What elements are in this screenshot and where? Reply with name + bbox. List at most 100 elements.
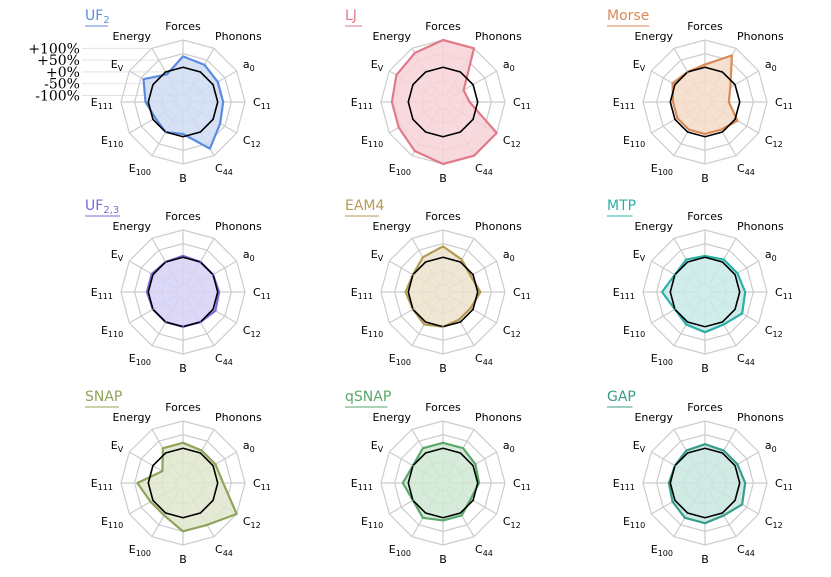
axis-label: Forces	[165, 20, 201, 33]
axis-label: B	[439, 362, 447, 375]
axis-label-main: C	[475, 352, 483, 365]
axis-label: Phonons	[215, 30, 262, 43]
axis-label-main: Energy	[112, 411, 151, 424]
axis-label-main: C	[243, 134, 251, 147]
axis-label-main: E	[651, 543, 658, 556]
data-point	[164, 131, 167, 133]
data-point	[203, 64, 206, 66]
data-point	[731, 54, 733, 57]
panel-title-main: Morse	[607, 8, 649, 24]
axis-label-main: B	[701, 553, 709, 566]
data-point	[412, 464, 414, 467]
axis-label: B	[179, 553, 187, 566]
data-point	[704, 443, 706, 445]
axis-label-sub: 111	[98, 483, 113, 492]
axis-label: C44	[475, 162, 493, 177]
axis-label: E110	[623, 515, 645, 530]
axis-label: Phonons	[215, 411, 262, 424]
radar-panel-morse: ForcesPhononsa0C11C12C44BE100E110E111EVE…	[607, 8, 793, 185]
axis-label-sub: 11	[261, 292, 271, 301]
axis-label: C11	[513, 286, 531, 301]
axis-label-main: E	[129, 162, 136, 175]
axis-label: Energy	[112, 220, 151, 233]
axis-label: Forces	[425, 20, 461, 33]
panel-title-main: UF	[85, 8, 103, 24]
axis-label-main: C	[243, 515, 251, 528]
axis-label-main: Phonons	[475, 411, 522, 424]
radar-panel-eam4: ForcesPhononsa0C11C12C44BE100E110E111EVE…	[345, 198, 531, 375]
axis-label: E110	[361, 134, 383, 149]
panel-title: qSNAP	[345, 389, 391, 405]
axis-label: a0	[503, 248, 515, 263]
axis-label: C12	[765, 324, 783, 339]
data-point	[469, 307, 472, 309]
axis-label: E111	[613, 286, 635, 301]
axis-label-main: Forces	[425, 401, 461, 414]
axis-label-main: Forces	[165, 210, 201, 223]
axis-label-sub: 110	[630, 330, 645, 339]
axis-label-main: E	[101, 324, 108, 337]
axis-label: Phonons	[475, 30, 522, 43]
axis-label: a0	[765, 248, 777, 263]
axis-label-main: Phonons	[215, 411, 262, 424]
axis-label-main: C	[737, 162, 745, 175]
data-point	[235, 513, 238, 515]
axis-label-main: E	[351, 477, 358, 490]
axis-label-sub: 11	[783, 292, 793, 301]
data-point	[720, 128, 722, 131]
axis-label: E100	[651, 352, 673, 367]
data-point	[412, 308, 414, 311]
axis-label: B	[701, 362, 709, 375]
axis-label-main: Energy	[634, 30, 673, 43]
axis-label: C11	[513, 477, 531, 492]
data-point	[479, 291, 482, 293]
data-point	[182, 133, 184, 135]
axis-label-main: Phonons	[737, 30, 784, 43]
axis-label-main: C	[475, 162, 483, 175]
axis-label-sub: 44	[483, 549, 493, 558]
data-point	[704, 133, 706, 135]
axis-label: C12	[503, 134, 521, 149]
axis-label: a0	[243, 248, 255, 263]
axis-label-sub: 111	[358, 102, 373, 111]
panel-title-main: SNAP	[85, 389, 122, 405]
axis-label-sub: 111	[620, 292, 635, 301]
axis-label-main: Energy	[372, 411, 411, 424]
data-point	[397, 126, 400, 129]
axis-label: E111	[91, 96, 113, 111]
axis-label-sub: 110	[108, 140, 123, 149]
axis-label-sub: 110	[368, 521, 383, 530]
data-point	[462, 447, 464, 450]
axis-label: Energy	[634, 411, 673, 424]
reference-ring	[669, 66, 741, 138]
axis-label-main: Forces	[425, 210, 461, 223]
data-point	[164, 321, 167, 323]
panel-title: UF2	[85, 8, 110, 26]
axis-label: E100	[651, 543, 673, 558]
axis-label-sub: 12	[773, 330, 783, 339]
data-point	[182, 530, 184, 533]
radar-panel-uf-2: ForcesPhononsa0C11C12C44BE100E110E111EVE…	[85, 8, 271, 185]
axis-label-main: E	[389, 543, 396, 556]
data-point	[214, 463, 217, 466]
axis-label: E100	[389, 162, 411, 177]
panel-title-main: UF	[85, 198, 103, 214]
data-point	[722, 323, 725, 326]
axis-label-main: C	[503, 324, 511, 337]
axis-label-main: C	[765, 515, 773, 528]
axis-label-main: E	[613, 477, 620, 490]
axis-label-sub: 111	[358, 292, 373, 301]
data-point	[422, 256, 424, 259]
axis-label-sub: 12	[511, 140, 521, 149]
axis-label: B	[179, 172, 187, 185]
axis-label: E100	[129, 162, 151, 177]
axis-label-sub: 12	[251, 330, 261, 339]
axis-label: E111	[613, 96, 635, 111]
data-point	[150, 273, 153, 275]
axis-label-sub: 11	[261, 102, 271, 111]
data-point	[728, 101, 730, 103]
axis-label-main: E	[633, 248, 640, 261]
data-point	[152, 308, 154, 311]
axis-label-main: E	[361, 324, 368, 337]
axis-label-main: E	[91, 96, 98, 109]
